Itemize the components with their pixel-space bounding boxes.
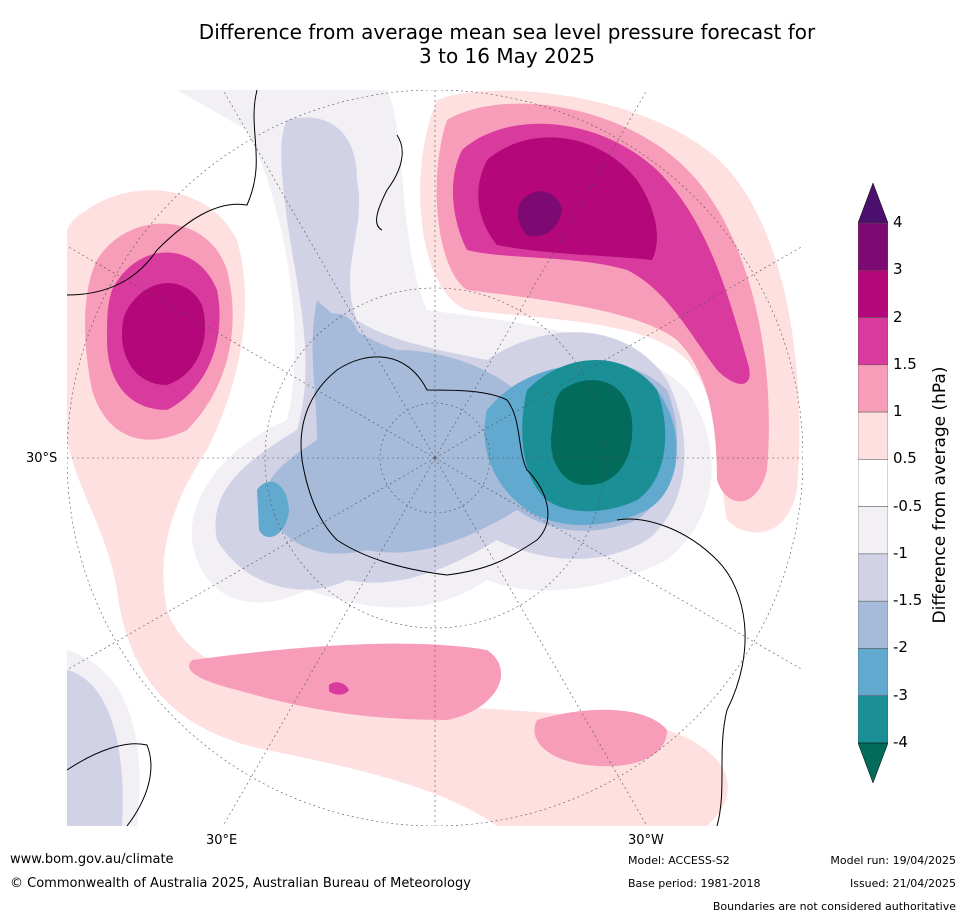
colorbar-extend-top xyxy=(858,183,888,224)
south-america-coastline xyxy=(616,518,746,826)
colorbar-tick-label: 0.5 xyxy=(893,449,917,468)
anomaly-neg-4-area xyxy=(551,380,633,485)
anomaly-pos-1-southwest xyxy=(534,709,667,767)
colorbar-tick-label: -2 xyxy=(893,638,908,657)
colorbar xyxy=(858,183,888,783)
title-line-1: Difference from average mean sea level p… xyxy=(198,20,816,44)
colorbar-tick-label: 2 xyxy=(893,307,903,326)
colorbar-swatch xyxy=(858,364,888,413)
colorbar-tick-label: -1.5 xyxy=(893,591,923,610)
footer-model: Model: ACCESS-S2 xyxy=(628,854,730,867)
footer-disclaimer: Boundaries are not considered authoritat… xyxy=(712,900,956,913)
colorbar-extend-bottom xyxy=(858,742,888,783)
anomaly-pos-3-east xyxy=(517,191,562,237)
footer-issued: Issued: 21/04/2025 xyxy=(849,877,956,890)
colorbar-tick-label: -3 xyxy=(893,685,908,704)
title-line-2: 3 to 16 May 2025 xyxy=(419,44,595,68)
colorbar-swatch xyxy=(858,600,888,649)
anomaly-pos-2-west xyxy=(122,283,206,385)
footer-website: www.bom.gov.au/climate xyxy=(10,852,174,867)
colorbar-swatch xyxy=(858,270,888,318)
pressure-anomaly-map xyxy=(67,90,803,826)
anomaly-neg-1-sw xyxy=(67,670,123,826)
colorbar-swatch xyxy=(858,553,888,602)
colorbar-swatch xyxy=(858,222,888,271)
anomaly-pos-1.5-spot xyxy=(329,682,349,695)
colorbar-tick-label: 1.5 xyxy=(893,354,917,373)
lon-label-30w: 30°W xyxy=(628,833,664,848)
graticule xyxy=(67,90,803,826)
colorbar-labels: 4 3 2 1.5 1 0.5 -0.5 -1 -1.5 -2 -3 -4 xyxy=(893,183,933,783)
antarctica-coastline xyxy=(300,356,549,576)
anomaly-pos-1-south xyxy=(189,643,502,720)
anomaly-neg-2-mid xyxy=(317,313,360,364)
australia-coastline xyxy=(67,90,258,296)
colorbar-title: Difference from average (hPa) xyxy=(930,366,950,624)
anomaly-pos-0.5-west xyxy=(67,190,728,826)
colorbar-tick-label: -0.5 xyxy=(893,496,923,515)
colorbar-tick-label: 4 xyxy=(893,213,903,231)
colorbar-swatch xyxy=(858,648,888,696)
colorbar-tick-label: -4 xyxy=(893,733,908,751)
africa-coastline xyxy=(67,743,152,826)
colorbar-swatch xyxy=(858,411,888,460)
colorbar-swatch xyxy=(858,317,888,366)
new-zealand-coastline xyxy=(376,134,403,231)
colorbar-swatch xyxy=(858,459,888,507)
footer-model-run: Model run: 19/04/2025 xyxy=(830,854,956,867)
colorbar-tick-label: 3 xyxy=(893,260,903,279)
colorbar-tick-label: -1 xyxy=(893,543,908,562)
chart-title: Difference from average mean sea level p… xyxy=(0,20,965,68)
colorbar-swatch xyxy=(858,506,888,555)
lon-label-30e: 30°E xyxy=(206,833,238,848)
colorbar-swatch xyxy=(858,695,888,744)
footer-base-period: Base period: 1981-2018 xyxy=(628,877,761,890)
footer-copyright: © Commonwealth of Australia 2025, Austra… xyxy=(10,876,471,891)
colorbar-tick-label: 1 xyxy=(893,402,903,421)
lat-label-30s: 30°S xyxy=(26,451,58,466)
